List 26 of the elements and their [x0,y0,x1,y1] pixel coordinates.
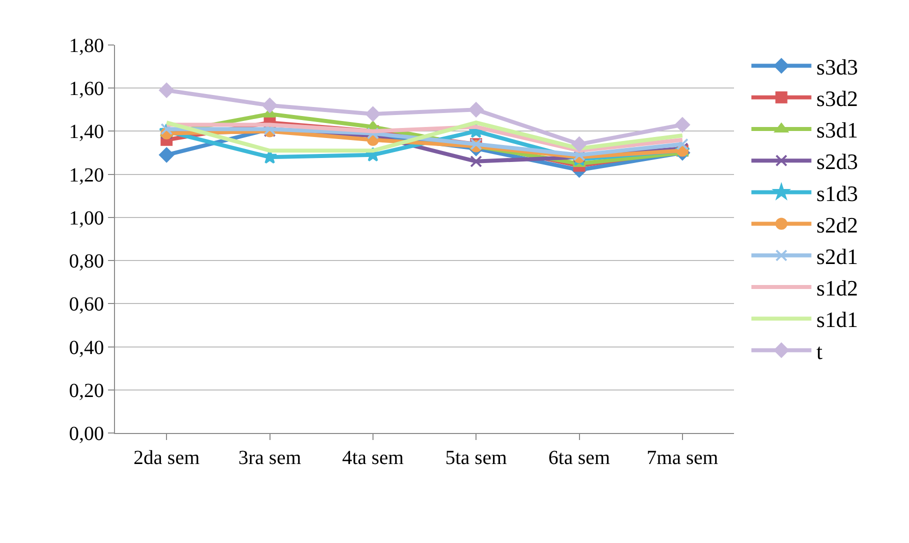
legend-label: s3d3 [816,54,858,80]
legend-label: s1d1 [816,307,858,332]
legend-label: s2d3 [816,149,858,174]
y-tick-label: 0,00 [69,423,104,445]
x-tick-label: 5ta sem [445,447,508,469]
legend-label: s1d2 [816,276,858,301]
y-tick-label: 1,60 [69,78,104,100]
x-tick-label: 2da sem [134,447,200,469]
x-tick-label: 7ma sem [646,447,719,469]
legend-label: s1d3 [816,180,858,206]
y-tick-label: 1,40 [69,121,104,144]
y-tick-label: 1,20 [69,164,104,186]
x-tick-label: 3ra sem [238,447,302,469]
y-tick-label: 0,20 [69,380,104,402]
x-tick-label: 4ta sem [342,447,404,469]
legend-label: t [816,338,823,364]
y-tick-label: 0,80 [69,250,104,273]
legend-label: s3d2 [816,86,858,111]
x-tick-label: 6ta sem [548,447,611,469]
legend-label: s2d2 [816,212,858,238]
y-tick-label: 0,40 [69,336,104,359]
legend-label: s2d1 [816,244,858,269]
legend-label: s3d1 [816,118,858,143]
y-tick-label: 0,60 [69,294,104,316]
y-tick-label: 1,00 [69,207,104,230]
y-tick-label: 1,80 [69,35,104,57]
